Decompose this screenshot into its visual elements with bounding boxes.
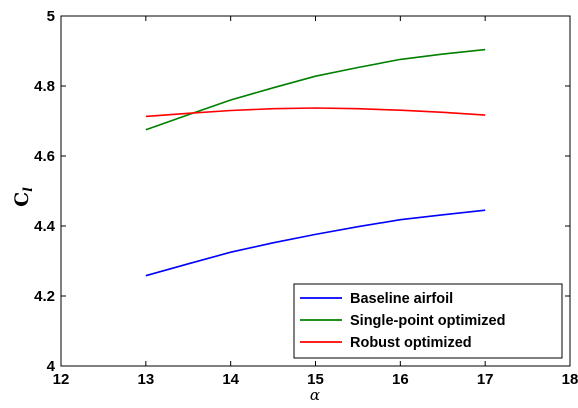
y-tick-label: 5 <box>47 8 55 25</box>
x-tick-label: 16 <box>392 371 409 388</box>
y-tick-label: 4.4 <box>34 218 56 235</box>
y-axis-label: Cl <box>11 187 35 207</box>
legend-label-2: Single-point optimized <box>350 313 505 329</box>
y-tick-label: 4.8 <box>34 78 55 95</box>
legend-label-3: Robust optimized <box>350 335 472 351</box>
series-line-1 <box>145 209 486 277</box>
x-axis-label: α <box>310 386 320 404</box>
y-tick-label: 4.6 <box>34 148 55 165</box>
y-tick-label: 4.2 <box>34 288 55 305</box>
y-tick-label: 4 <box>47 358 56 375</box>
x-tick-label: 13 <box>137 371 154 388</box>
y-axis-label-subscript: l <box>21 187 35 192</box>
legend-box <box>293 283 563 359</box>
x-tick-label: 18 <box>562 371 578 388</box>
x-tick-label: 12 <box>53 371 70 388</box>
x-tick-label: 14 <box>222 371 239 388</box>
legend: Baseline airfoil Single-point optimized Ro… <box>293 283 563 359</box>
series-lines <box>145 48 486 277</box>
x-tick-label: 15 <box>307 371 324 388</box>
series-line-3 <box>145 107 486 118</box>
legend-label-1: Baseline airfoil <box>350 291 453 307</box>
axis-ticks: 12 13 14 15 16 17 18 4 4.2 4.4 4.6 4.8 5 <box>34 8 578 388</box>
series-line-2 <box>145 48 486 131</box>
x-tick-label: 17 <box>477 371 494 388</box>
y-axis-label-main: C <box>11 192 33 207</box>
